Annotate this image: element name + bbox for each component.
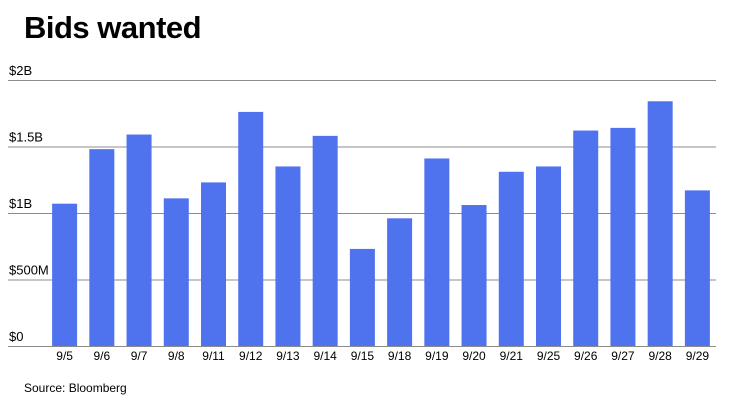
x-tick-label: 9/11 bbox=[202, 349, 225, 363]
x-tick-label: 9/25 bbox=[537, 349, 561, 363]
bar-9-5 bbox=[52, 203, 78, 346]
x-tick-label: 9/20 bbox=[462, 349, 486, 363]
chart-title: Bids wanted bbox=[24, 10, 202, 45]
x-tick-label: 9/27 bbox=[611, 349, 635, 363]
x-tick-label: 9/18 bbox=[388, 349, 412, 363]
bar-9-25 bbox=[536, 166, 561, 346]
bar-9-15 bbox=[349, 248, 375, 346]
bar-9-13 bbox=[275, 166, 301, 346]
bar-9-6 bbox=[89, 149, 115, 346]
bar-9-20 bbox=[461, 205, 487, 346]
y-tick-label: $500M bbox=[9, 263, 49, 278]
y-tick-label: $2B bbox=[9, 63, 32, 78]
bar-9-18 bbox=[387, 218, 413, 346]
bar-9-27 bbox=[610, 127, 636, 346]
bar-9-8 bbox=[163, 198, 189, 346]
bar-9-21 bbox=[498, 171, 524, 346]
bar-9-11 bbox=[201, 182, 226, 346]
bar-9-7 bbox=[126, 134, 152, 346]
bar-9-28 bbox=[647, 101, 673, 346]
x-tick-label: 9/14 bbox=[313, 349, 337, 363]
x-tick-label: 9/13 bbox=[276, 349, 300, 363]
x-tick-label: 9/26 bbox=[574, 349, 598, 363]
x-tick-label: 9/8 bbox=[168, 349, 185, 363]
y-tick-label: $0 bbox=[9, 329, 23, 344]
y-tick-label: $1B bbox=[9, 196, 32, 211]
y-tick-label: $1.5B bbox=[9, 130, 43, 145]
x-tick-label: 9/5 bbox=[56, 349, 73, 363]
x-tick-label: 9/19 bbox=[425, 349, 449, 363]
bar-9-12 bbox=[238, 111, 264, 346]
bar-9-26 bbox=[573, 130, 599, 346]
x-tick-label: 9/15 bbox=[351, 349, 375, 363]
x-tick-label: 9/21 bbox=[500, 349, 524, 363]
x-tick-label: 9/12 bbox=[239, 349, 263, 363]
x-tick-label: 9/7 bbox=[131, 349, 148, 363]
bar-9-19 bbox=[424, 158, 450, 346]
chart-source: Source: Bloomberg bbox=[24, 381, 127, 395]
bar-9-29 bbox=[684, 190, 710, 346]
x-tick-label: 9/28 bbox=[648, 349, 672, 363]
x-tick-label: 9/29 bbox=[686, 349, 710, 363]
x-tick-label: 9/6 bbox=[93, 349, 110, 363]
bar-9-14 bbox=[312, 135, 338, 346]
